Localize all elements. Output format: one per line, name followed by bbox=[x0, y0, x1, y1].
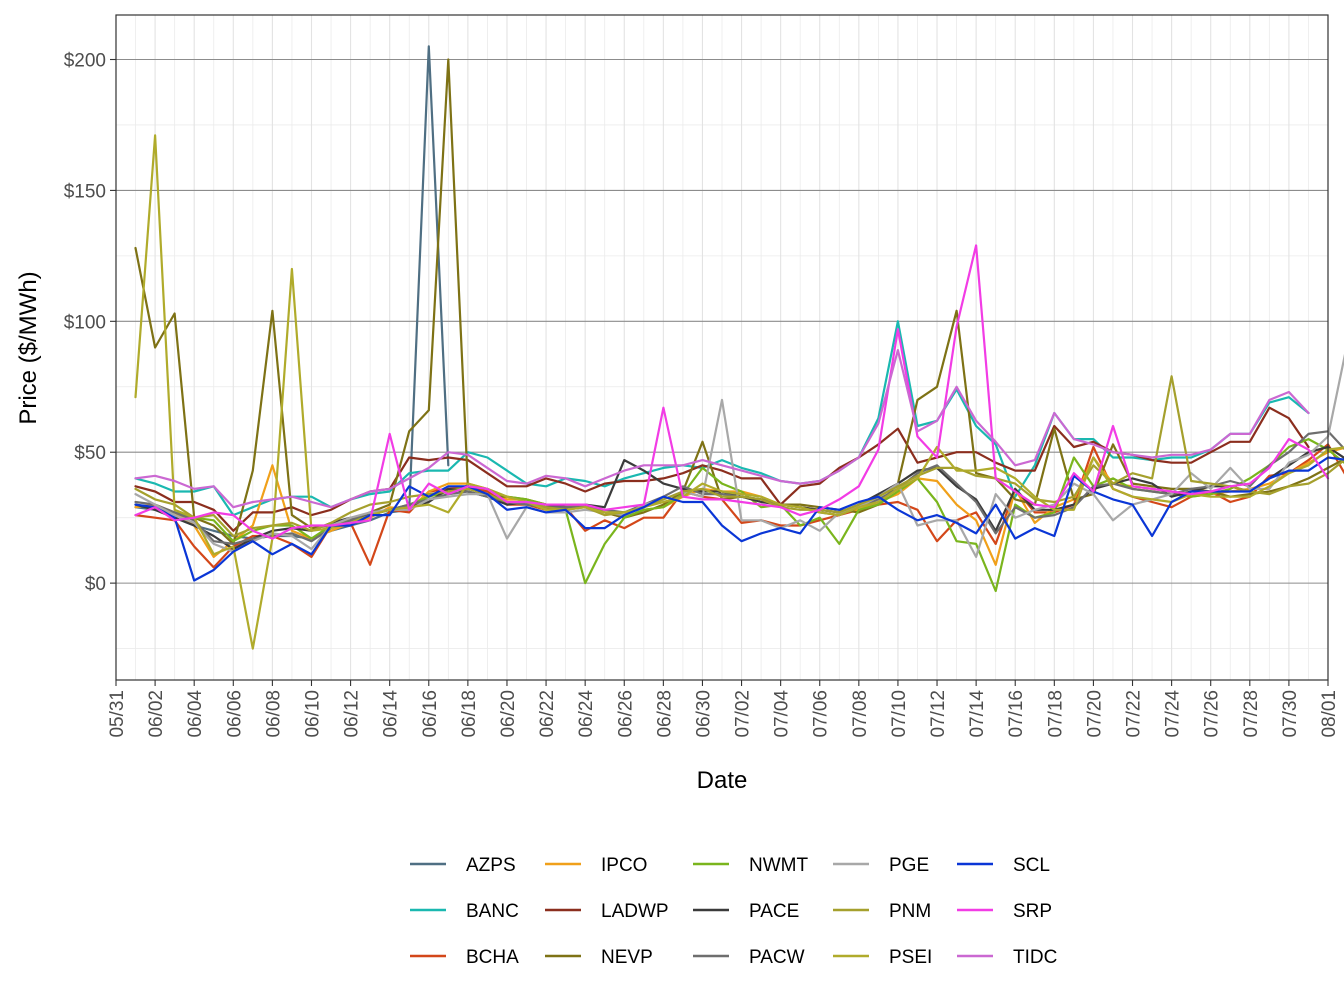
legend-item-psei: PSEI bbox=[833, 947, 932, 968]
legend-item-nwmt: NWMT bbox=[693, 855, 808, 876]
legend-label: SRP bbox=[1013, 901, 1052, 922]
legend-item-banc: BANC bbox=[410, 901, 519, 922]
x-tick-label: 06/28 bbox=[654, 690, 675, 738]
legend-item-nevp: NEVP bbox=[545, 947, 653, 968]
x-tick-label: 06/10 bbox=[302, 690, 323, 738]
legend-label: IPCO bbox=[601, 855, 647, 876]
legend-item-tidc: TIDC bbox=[957, 947, 1057, 968]
legend-label: BCHA bbox=[466, 947, 519, 968]
legend: AZPS BANC BCHA IPCO LADWP NEVP NWMT PACE PACW PGE… bbox=[410, 855, 1057, 968]
x-tick-label: 05/31 bbox=[107, 690, 128, 738]
legend-label: BANC bbox=[466, 901, 519, 922]
legend-label: PNM bbox=[889, 901, 931, 922]
x-tick-label: 07/24 bbox=[1163, 690, 1184, 738]
y-tick-label: $150 bbox=[64, 181, 106, 202]
x-tick-label: 07/30 bbox=[1280, 690, 1301, 738]
legend-label: LADWP bbox=[601, 901, 669, 922]
legend-label: PSEI bbox=[889, 947, 932, 968]
legend-item-pace: PACE bbox=[693, 901, 799, 922]
x-tick-label: 07/18 bbox=[1045, 690, 1066, 738]
series-lines bbox=[134, 45, 1344, 650]
x-tick-label: 06/14 bbox=[381, 690, 402, 738]
x-tick-label: 06/06 bbox=[224, 690, 245, 738]
x-tick-label: 06/04 bbox=[185, 690, 206, 738]
legend-label: AZPS bbox=[466, 855, 516, 876]
x-tick-label: 07/22 bbox=[1124, 690, 1145, 738]
y-tick-label: $200 bbox=[64, 51, 106, 72]
x-axis-title: Date bbox=[697, 767, 748, 794]
x-tick-label: 06/02 bbox=[146, 690, 167, 738]
x-tick-label: 06/24 bbox=[576, 690, 597, 738]
y-axis-title: Price ($/MWh) bbox=[15, 271, 42, 424]
legend-item-pacw: PACW bbox=[693, 947, 805, 968]
x-tick-label: 06/16 bbox=[420, 690, 441, 738]
legend-label: SCL bbox=[1013, 855, 1050, 876]
legend-label: NWMT bbox=[749, 855, 808, 876]
legend-item-scl: SCL bbox=[957, 855, 1050, 876]
x-tick-label: 07/28 bbox=[1241, 690, 1262, 738]
x-tick-label: 07/04 bbox=[772, 690, 793, 738]
x-tick-label: 08/01 bbox=[1319, 690, 1340, 738]
legend-item-pnm: PNM bbox=[833, 901, 931, 922]
y-tick-label: $100 bbox=[64, 312, 106, 333]
x-tick-label: 06/08 bbox=[263, 690, 284, 738]
y-tick-label: $50 bbox=[74, 443, 106, 464]
legend-item-pge: PGE bbox=[833, 855, 929, 876]
x-tick-label: 07/20 bbox=[1084, 690, 1105, 738]
minor-gridlines bbox=[116, 15, 1328, 680]
x-tick-label: 06/18 bbox=[459, 690, 480, 738]
legend-label: PACE bbox=[749, 901, 799, 922]
x-axis: 05/31 06/02 06/04 06/06 06/08 06/10 06/12 06/14… bbox=[107, 680, 1340, 738]
x-tick-label: 07/16 bbox=[1006, 690, 1027, 738]
y-tick-label: $0 bbox=[85, 574, 106, 595]
series-line-tidc bbox=[134, 349, 1310, 509]
x-tick-label: 07/10 bbox=[889, 690, 910, 738]
legend-item-ipco: IPCO bbox=[545, 855, 647, 876]
x-tick-label: 06/20 bbox=[498, 690, 519, 738]
legend-label: PGE bbox=[889, 855, 929, 876]
x-tick-label: 06/12 bbox=[342, 690, 363, 738]
x-tick-label: 07/06 bbox=[811, 690, 832, 738]
x-tick-label: 07/26 bbox=[1202, 690, 1223, 738]
series-line-srp bbox=[134, 244, 1330, 540]
x-tick-label: 07/14 bbox=[967, 690, 988, 738]
legend-label: NEVP bbox=[601, 947, 653, 968]
legend-item-ladwp: LADWP bbox=[545, 901, 669, 922]
x-tick-label: 06/22 bbox=[537, 690, 558, 738]
legend-label: TIDC bbox=[1013, 947, 1057, 968]
series-line-pge bbox=[134, 353, 1344, 559]
plot-panel-border bbox=[115, 14, 1329, 681]
x-tick-label: 07/12 bbox=[928, 690, 949, 738]
x-tick-label: 06/26 bbox=[615, 690, 636, 738]
legend-item-azps: AZPS bbox=[410, 855, 516, 876]
legend-item-bcha: BCHA bbox=[410, 947, 519, 968]
x-tick-label: 06/30 bbox=[693, 690, 714, 738]
legend-label: PACW bbox=[749, 947, 805, 968]
legend-item-srp: SRP bbox=[957, 901, 1052, 922]
x-tick-label: 07/08 bbox=[850, 690, 871, 738]
y-axis: $0 $50 $100 $150 $200 bbox=[64, 51, 116, 595]
x-tick-label: 07/02 bbox=[733, 690, 754, 738]
